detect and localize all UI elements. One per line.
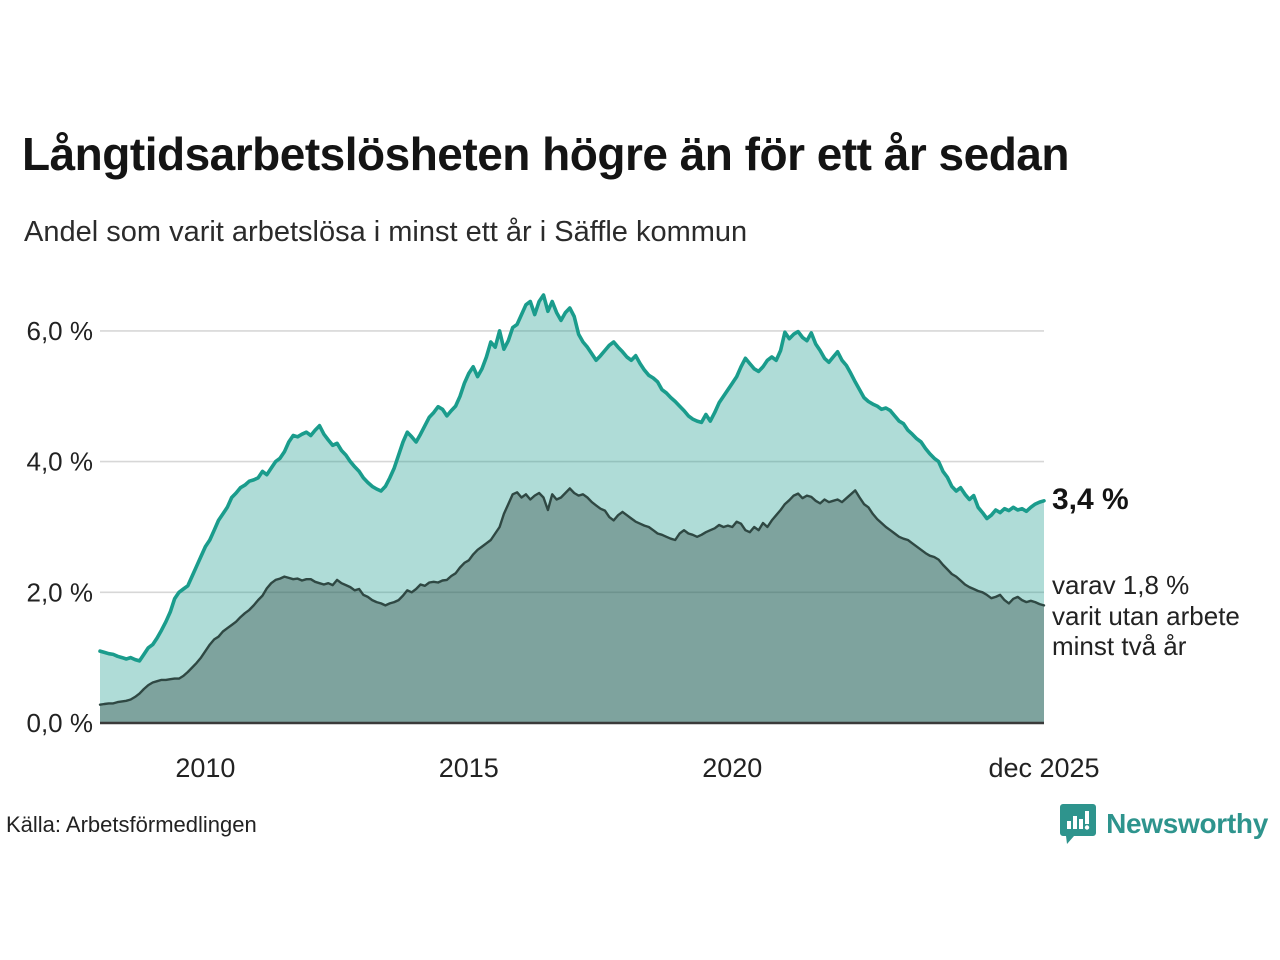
newsworthy-logo-icon xyxy=(1059,803,1097,845)
newsworthy-logo[interactable]: Newsworthy xyxy=(1059,803,1268,845)
y-tick-6: 6,0 % xyxy=(27,316,94,346)
latest-value-label: 3,4 % xyxy=(1052,483,1129,516)
two-year-note: varav 1,8 % varit utan arbete minst två … xyxy=(1052,570,1267,662)
two-year-note-line3: minst två år xyxy=(1052,631,1187,662)
y-tick-2: 2,0 % xyxy=(27,577,94,607)
newsworthy-logo-text: Newsworthy xyxy=(1106,808,1268,839)
two-year-note-line1: varav 1,8 % xyxy=(1052,570,1190,600)
page-title: Långtidsarbetslösheten högre än för ett … xyxy=(22,128,1069,180)
x-axis-labels: 2010 2015 2020 dec 2025 xyxy=(175,753,1099,783)
two-year-note-line2: varit utan arbete xyxy=(1052,600,1240,631)
y-tick-0: 0,0 % xyxy=(27,708,94,738)
y-tick-4: 4,0 % xyxy=(27,447,94,477)
two-year-series-line xyxy=(98,487,1046,706)
x-tick-2015: 2015 xyxy=(439,753,499,783)
total-series-line xyxy=(98,293,1046,663)
source-credit: Källa: Arbetsförmedlingen xyxy=(6,812,257,837)
y-axis-labels: 0,0 % 2,0 % 4,0 % 6,0 % xyxy=(27,316,94,738)
x-tick-2010: 2010 xyxy=(175,753,235,783)
total-series-area xyxy=(100,295,1044,723)
area-chart: 0,0 % 2,0 % 4,0 % 6,0 % 2010 2015 2020 d… xyxy=(27,293,1100,783)
gridlines xyxy=(100,330,1044,594)
chart-subtitle: Andel som varit arbetslösa i minst ett å… xyxy=(24,216,748,248)
two-year-series-area xyxy=(100,488,1044,723)
x-tick-2020: 2020 xyxy=(702,753,762,783)
x-tick-dec-2025: dec 2025 xyxy=(988,753,1099,783)
